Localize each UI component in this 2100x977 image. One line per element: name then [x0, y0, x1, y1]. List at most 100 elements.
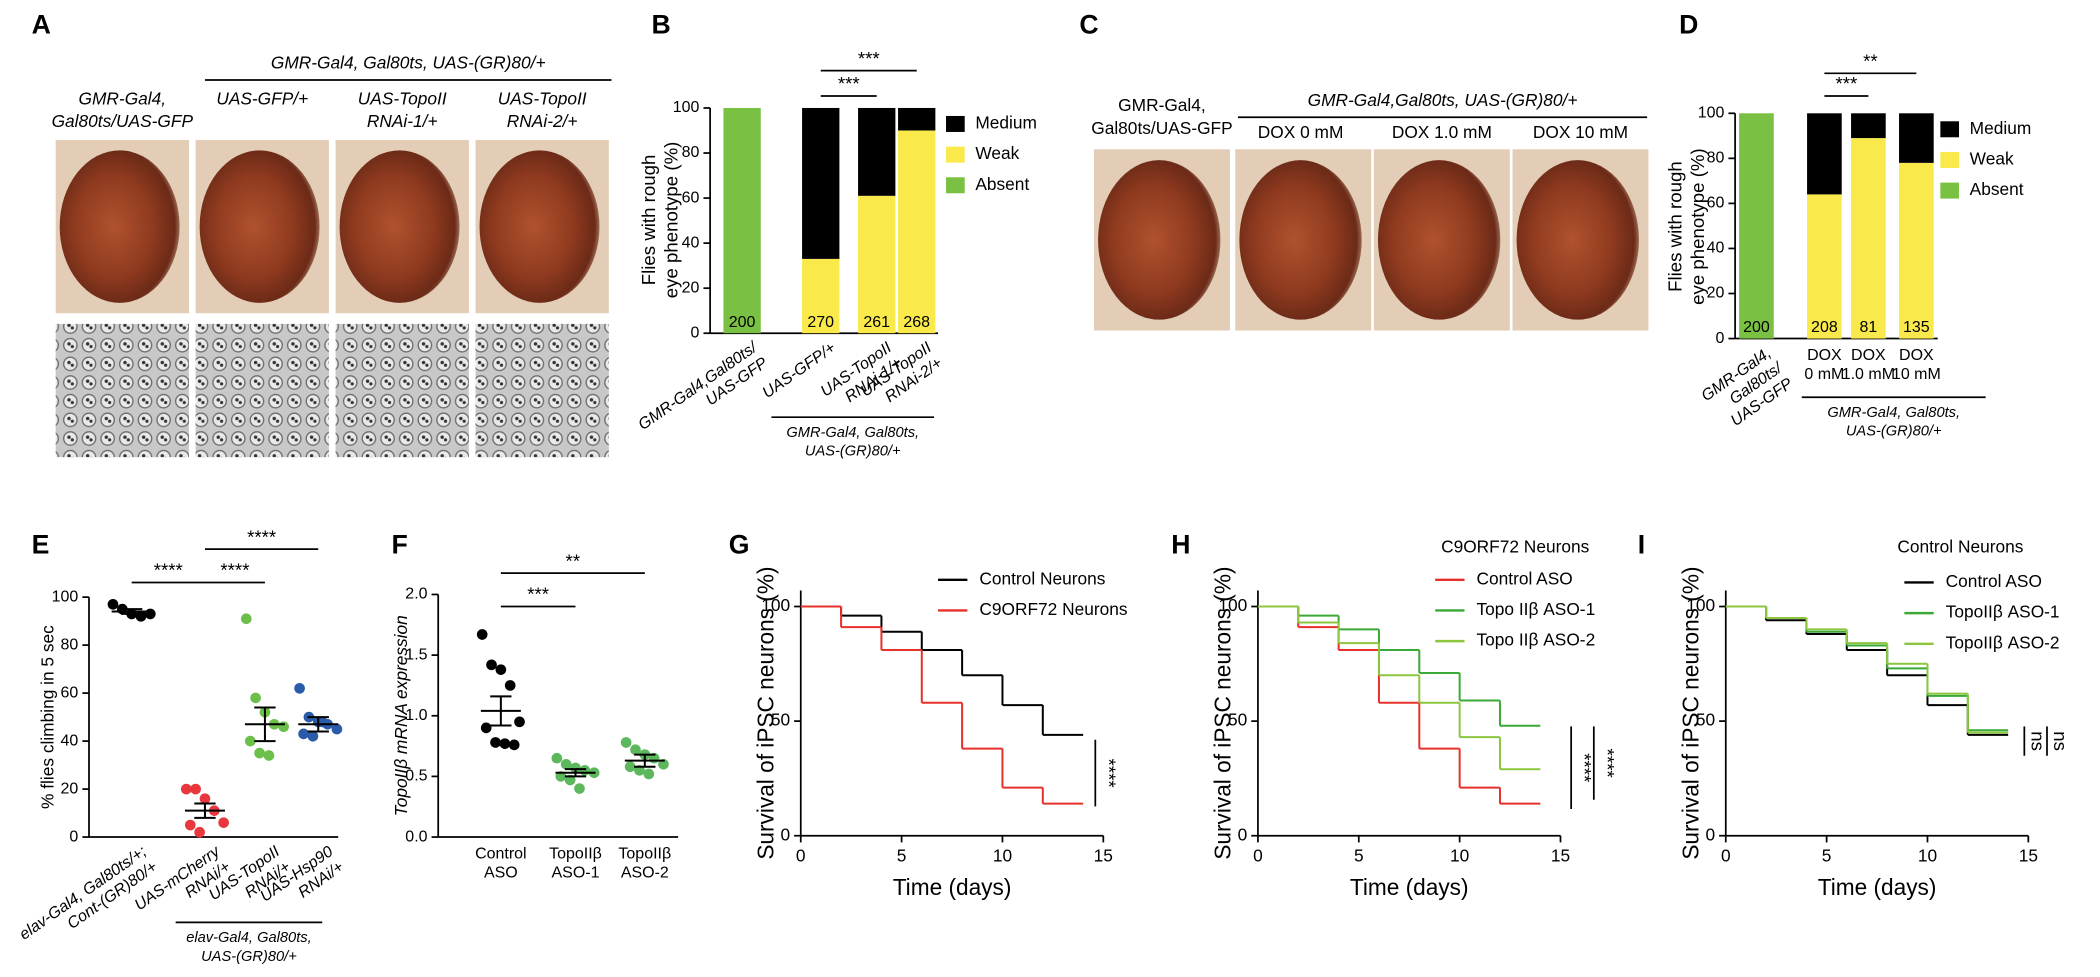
histology-photo: [195, 323, 329, 458]
data-point: [624, 761, 636, 773]
legend-label: Control Neurons: [979, 568, 1105, 588]
y-tick-label: 60: [61, 684, 79, 701]
sig-label: ****: [154, 560, 183, 581]
y-tick-label: 80: [1707, 150, 1725, 167]
column-label: GMR-Gal4,: [79, 89, 167, 109]
data-point: [570, 762, 581, 774]
bar-segment: [898, 107, 936, 131]
sem-bar: [194, 802, 216, 819]
legend-label: Absent: [1970, 179, 2024, 199]
legend-swatch: [946, 177, 965, 194]
bar-segment: [1807, 113, 1842, 195]
data-point: [508, 739, 520, 751]
column-label: Gal80ts/UAS-GFP: [52, 111, 194, 131]
x-tick-label: 10: [1450, 846, 1469, 866]
data-point: [480, 722, 492, 734]
data-point: [250, 692, 261, 704]
x-tick-label: 0 mM: [1804, 366, 1844, 383]
y-tick-label: 20: [1707, 285, 1725, 302]
y-label: Survival of iPSC neurons (%): [1210, 566, 1236, 859]
sem-bar: [254, 706, 276, 743]
y-tick-label: 2.0: [405, 586, 427, 603]
count-label: 135: [1903, 319, 1930, 336]
legend-swatch: [1940, 182, 1960, 199]
x-tick-group: GMR-Gal4,Gal80ts/UAS-GFP: [635, 338, 771, 433]
panel-letter: C: [1079, 10, 1098, 40]
y-label-text: % flies climbing in 5 sec: [38, 625, 58, 809]
eye-photo: [339, 150, 460, 303]
panel-letter: A: [32, 10, 51, 40]
legend-title: Control Neurons: [1897, 536, 2023, 556]
y-tick-label: 1.5: [405, 646, 427, 663]
y-tick-label: 60: [682, 189, 700, 206]
data-point: [643, 768, 655, 780]
data-point: [298, 728, 309, 740]
data-point: [190, 783, 201, 795]
data-point: [630, 744, 641, 756]
bar-segment: [1739, 113, 1774, 339]
panel-letter: G: [729, 530, 750, 560]
sem-bar: [564, 768, 587, 778]
column-label: UAS-TopoII: [498, 89, 587, 109]
data-point: [551, 752, 563, 764]
x-tick-label: 5: [1354, 846, 1364, 866]
data-point: [490, 737, 501, 748]
panel-letter: D: [1679, 10, 1698, 40]
x-tick-label: 10 mM: [1892, 366, 1941, 383]
legend-swatch: [946, 146, 965, 163]
x-label: Time (days): [893, 874, 1012, 900]
group-label: GMR-Gal4,Gal80ts, UAS-(GR)80/+: [1308, 90, 1578, 110]
count-label: 81: [1859, 319, 1877, 336]
legend-label: Medium: [975, 113, 1037, 133]
y-tick-label: 20: [682, 279, 700, 296]
y-label-text: Survival of iPSC neurons (%): [1210, 566, 1236, 859]
eye-photo: [59, 150, 180, 303]
y-tick-label: 0: [1716, 330, 1725, 347]
legend-label: Control ASO: [1477, 568, 1573, 588]
legend-swatch: [946, 115, 965, 132]
y-label: % flies climbing in 5 sec: [38, 625, 58, 809]
y-tick-label: 40: [61, 732, 79, 749]
data-point: [486, 659, 497, 671]
bar-segment: [802, 258, 840, 334]
histology-photo: [335, 323, 469, 458]
y-tick-label: 0: [1238, 824, 1248, 844]
column-label: DOX 1.0 mM: [1392, 122, 1492, 142]
y-label-text: Survival of iPSC neurons (%): [752, 566, 778, 859]
x-tick-label: 10: [1918, 846, 1937, 866]
y-tick-label: 0: [69, 828, 78, 845]
y-label-text: Survival of iPSC neurons (%): [1677, 566, 1703, 859]
count-label: 270: [807, 314, 834, 331]
y-label: Flies with rough eye phenotype (%): [1664, 148, 1708, 305]
x-tick-label: Control: [475, 846, 527, 863]
sig-label: ****: [1574, 753, 1595, 782]
count-label: 200: [1743, 319, 1770, 336]
sem-bar: [634, 753, 656, 768]
y-tick-label: 40: [1707, 240, 1725, 257]
x-tick-label: 0: [796, 846, 806, 866]
y-label-line: eye phenotype (%): [661, 142, 682, 299]
y-tick-label: 100: [673, 99, 700, 116]
histology-photo: [475, 323, 609, 458]
x-tick-label: ASO: [484, 864, 518, 881]
legend-label: TopoIIβ ASO-1: [1946, 602, 2060, 622]
sig-label: ***: [1836, 73, 1858, 94]
y-tick-label: 100: [761, 595, 790, 615]
y-tick-label: 100: [1218, 595, 1247, 615]
eye-photo: [1098, 160, 1221, 320]
data-point: [499, 738, 511, 749]
sem-bar: [490, 695, 512, 727]
data-point: [240, 613, 252, 625]
data-point: [620, 737, 632, 748]
data-point: [244, 735, 256, 747]
count-label: 200: [729, 314, 756, 331]
y-tick-label: 0.0: [405, 828, 427, 845]
x-tick-label: ASO-2: [621, 864, 669, 881]
data-point: [294, 682, 305, 694]
data-point: [579, 765, 591, 776]
legend-label: Weak: [975, 143, 1019, 163]
eye-photo: [479, 150, 600, 303]
legend-label: Weak: [1970, 149, 2014, 169]
x-tick-label: 1.0 mM: [1842, 366, 1895, 383]
legend-title: C9ORF72 Neurons: [1441, 536, 1590, 556]
